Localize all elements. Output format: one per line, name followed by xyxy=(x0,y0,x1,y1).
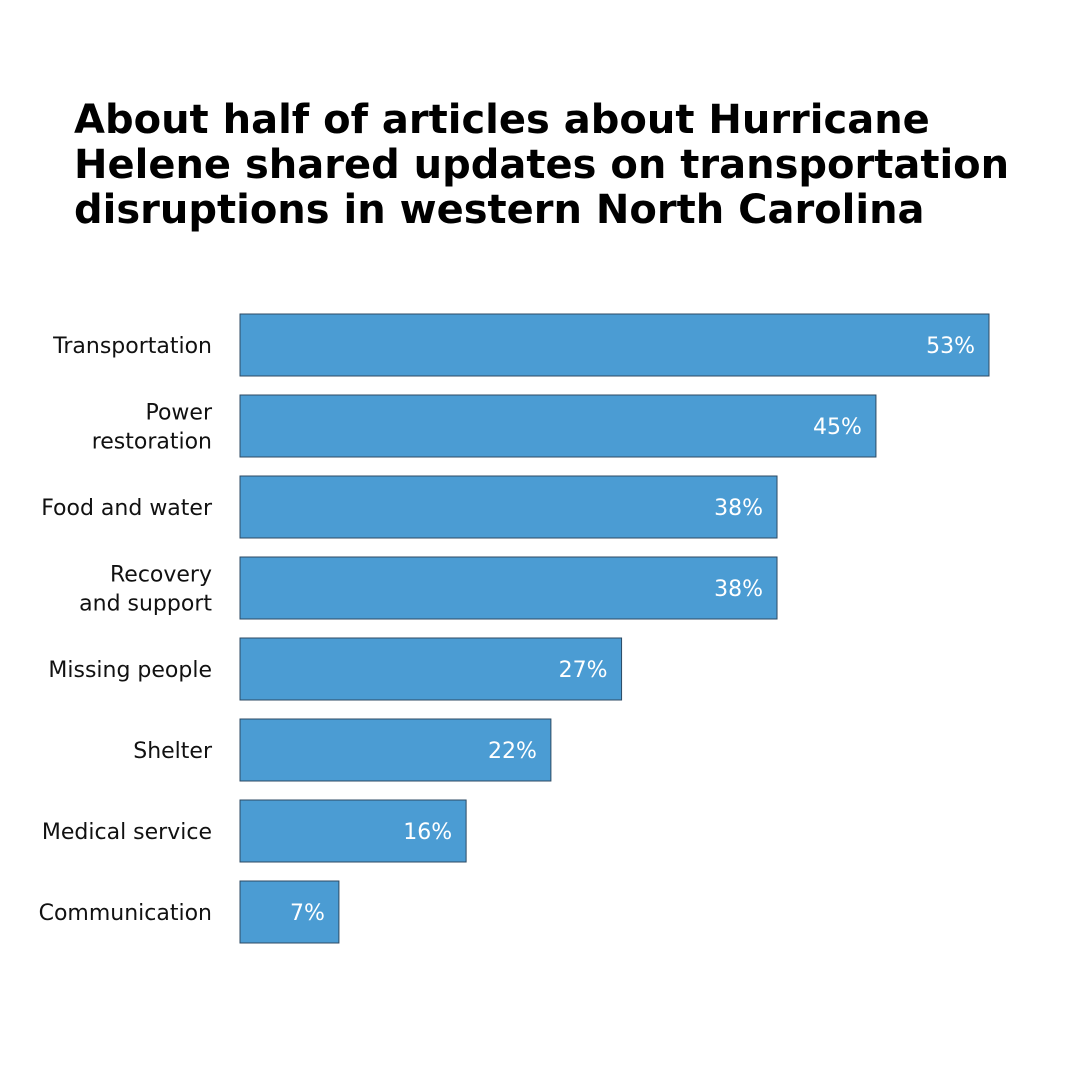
category-label: Missing people xyxy=(48,658,212,683)
category-label: and support xyxy=(79,592,212,617)
bar xyxy=(239,718,552,782)
bar xyxy=(239,556,778,620)
value-label: 16% xyxy=(403,820,452,845)
category-label: Transportation xyxy=(52,334,212,359)
category-label: Food and water xyxy=(41,496,213,521)
value-label: 53% xyxy=(926,334,975,359)
chart-title-line: About half of articles about Hurricane xyxy=(74,97,930,143)
bar xyxy=(239,637,623,701)
bar xyxy=(239,475,778,539)
chart-title: About half of articles about Hurricane H… xyxy=(74,98,1034,233)
chart-title-line: disruptions in western North Carolina xyxy=(74,187,925,233)
bar xyxy=(239,394,877,458)
category-label: Communication xyxy=(39,901,212,926)
category-label: Recovery xyxy=(110,563,212,588)
value-label: 38% xyxy=(714,496,763,521)
category-label: Medical service xyxy=(42,820,212,845)
bar xyxy=(239,880,340,944)
value-label: 7% xyxy=(290,901,325,926)
category-label: Shelter xyxy=(133,739,213,764)
chart-title-line: Helene shared updates on transportation xyxy=(74,142,1010,188)
value-label: 45% xyxy=(813,415,862,440)
value-label: 22% xyxy=(488,739,537,764)
category-label: restoration xyxy=(92,430,212,455)
value-label: 38% xyxy=(714,577,763,602)
bar xyxy=(239,799,467,863)
value-label: 27% xyxy=(559,658,608,683)
bar xyxy=(239,313,990,377)
category-label: Power xyxy=(145,401,212,426)
